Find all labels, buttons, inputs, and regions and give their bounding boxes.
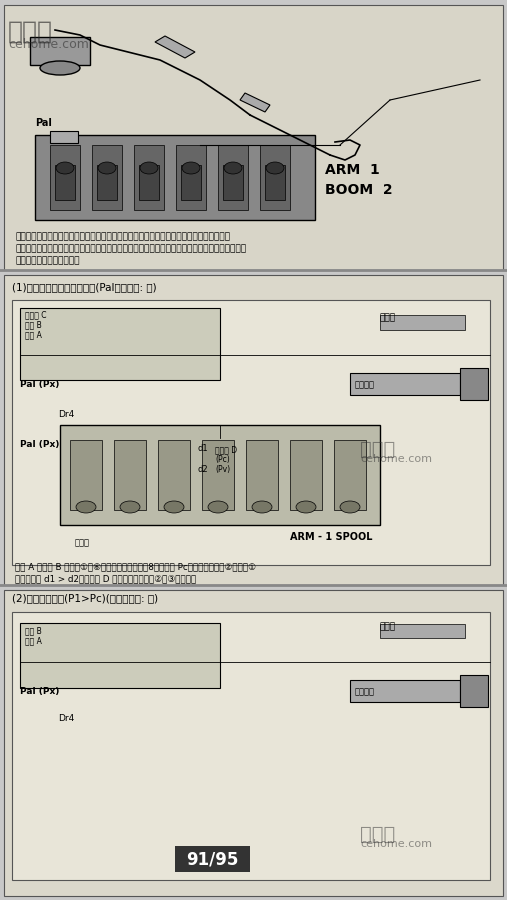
Text: Pal (Px): Pal (Px) — [20, 440, 59, 449]
Text: d2: d2 — [198, 465, 208, 474]
Text: 鐵甲网: 鐵甲网 — [360, 440, 395, 459]
Bar — [460, 368, 488, 400]
Text: 回油路: 回油路 — [380, 622, 396, 631]
Bar — [20, 308, 220, 380]
Text: Pal (Px): Pal (Px) — [20, 380, 59, 389]
Bar — [202, 440, 234, 510]
Text: (2)小臂倒土操作(P1>Pc)(已液控指令: 开): (2)小臂倒土操作(P1>Pc)(已液控指令: 开) — [12, 593, 158, 603]
Ellipse shape — [224, 162, 242, 174]
Text: cehome.com: cehome.com — [8, 38, 89, 51]
Bar — [114, 440, 146, 510]
Text: 单向阀 C: 单向阀 C — [25, 310, 47, 319]
Text: 项功能我们称做小臂锁定。: 项功能我们称做小臂锁定。 — [15, 256, 80, 265]
Bar — [20, 623, 220, 688]
Polygon shape — [240, 93, 270, 112]
Bar — [30, 37, 90, 65]
Ellipse shape — [296, 501, 316, 513]
Polygon shape — [155, 36, 195, 58]
Text: cehome.com: cehome.com — [360, 454, 432, 464]
Bar — [92, 145, 122, 210]
Bar — [290, 440, 322, 510]
Bar — [350, 680, 460, 702]
Ellipse shape — [340, 501, 360, 513]
Ellipse shape — [56, 162, 74, 174]
Bar — [380, 315, 465, 330]
Text: (1)当小臂滑阀阀位于中位时(Pal液控指令: 关): (1)当小臂滑阀阀位于中位时(Pal液控指令: 关) — [12, 282, 157, 292]
Bar — [60, 425, 380, 525]
Text: 斗杆油缸: 斗杆油缸 — [355, 380, 375, 389]
Text: 单向阀 D: 单向阀 D — [215, 445, 237, 454]
Bar — [460, 675, 488, 707]
Text: 斗杆油缸: 斗杆油缸 — [355, 687, 375, 696]
Text: 中时，因为 d1 > d2，单向阀 D 完全关闭，断开阅②及③的联接。: 中时，因为 d1 > d2，单向阀 D 完全关闭，断开阅②及③的联接。 — [15, 574, 196, 583]
Bar — [380, 624, 465, 638]
Bar — [223, 165, 243, 200]
Text: (Pv): (Pv) — [215, 465, 230, 474]
Text: 鐵甲网: 鐵甲网 — [8, 20, 53, 44]
Text: 鐵甲网: 鐵甲网 — [360, 825, 395, 844]
Text: Pal: Pal — [35, 118, 52, 128]
Text: d1: d1 — [198, 444, 208, 453]
Ellipse shape — [98, 162, 116, 174]
FancyBboxPatch shape — [4, 590, 503, 896]
Ellipse shape — [76, 501, 96, 513]
Ellipse shape — [40, 61, 80, 75]
Bar — [97, 165, 117, 200]
Bar — [260, 145, 290, 210]
Text: Dr4: Dr4 — [58, 714, 74, 723]
Bar — [50, 131, 78, 143]
Bar — [139, 165, 159, 200]
Bar — [158, 440, 190, 510]
Text: 接油箱: 接油箱 — [75, 538, 90, 547]
Ellipse shape — [208, 501, 228, 513]
Text: 锥阀 B: 锥阀 B — [25, 626, 42, 635]
Bar — [55, 165, 75, 200]
Ellipse shape — [252, 501, 272, 513]
Bar — [134, 145, 164, 210]
Ellipse shape — [164, 501, 184, 513]
FancyBboxPatch shape — [4, 5, 503, 270]
Text: 锥阀 B: 锥阀 B — [25, 320, 42, 329]
Text: 小臂油缸在㎠个油缸中对下沉影响最大。这是因为油液可能从滑阀和控制阀体之间的间隙中: 小臂油缸在㎠个油缸中对下沉影响最大。这是因为油液可能从滑阀和控制阀体之间的间隙中 — [15, 232, 230, 241]
Text: 回油路: 回油路 — [380, 313, 396, 322]
Text: Dr4: Dr4 — [58, 410, 74, 419]
Bar — [176, 145, 206, 210]
Text: cehome.com: cehome.com — [360, 839, 432, 849]
Ellipse shape — [120, 501, 140, 513]
Text: Pal (Px): Pal (Px) — [20, 687, 59, 696]
Bar — [246, 440, 278, 510]
FancyBboxPatch shape — [4, 275, 503, 585]
Bar — [334, 440, 366, 510]
Ellipse shape — [266, 162, 284, 174]
Text: (Pc): (Pc) — [215, 455, 230, 464]
Text: 91/95: 91/95 — [186, 850, 238, 868]
Bar — [12, 300, 490, 565]
Bar — [350, 373, 460, 395]
Bar — [175, 846, 250, 872]
Text: 活塞 A: 活塞 A — [25, 636, 42, 645]
Text: ARM  1: ARM 1 — [325, 163, 380, 177]
Text: ARM - 1 SPOOL: ARM - 1 SPOOL — [290, 532, 373, 542]
Ellipse shape — [140, 162, 158, 174]
Text: BOOM  2: BOOM 2 — [325, 183, 392, 197]
Ellipse shape — [182, 162, 200, 174]
Bar — [35, 135, 315, 220]
Text: 注意 A 和阀门 B 切断了①及⑥之间的通道。节流孔8的压力为 Pc，当液压油从阀②流入阀①: 注意 A 和阀门 B 切断了①及⑥之间的通道。节流孔8的压力为 Pc，当液压油从… — [15, 562, 256, 571]
Text: 泄漏。在控制阀的小臂管路上加一个单向阀，能防止漏油并且使小臂油缸下沉的情况减为最小。此: 泄漏。在控制阀的小臂管路上加一个单向阀，能防止漏油并且使小臂油缸下沉的情况减为最… — [15, 244, 246, 253]
Bar — [50, 145, 80, 210]
Bar — [265, 165, 285, 200]
Text: 活塞 A: 活塞 A — [25, 330, 42, 339]
Bar — [12, 612, 490, 880]
Bar — [218, 145, 248, 210]
Bar — [181, 165, 201, 200]
Bar — [70, 440, 102, 510]
